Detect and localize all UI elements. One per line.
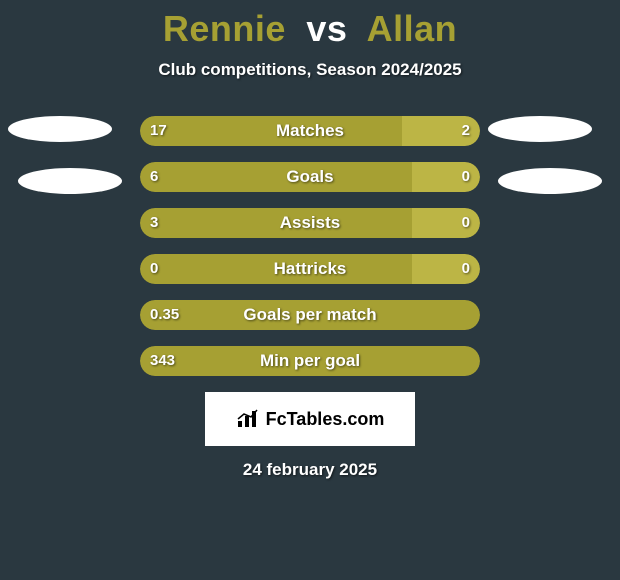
stat-bar-track: 0.35Goals per match	[140, 300, 480, 330]
stat-bar-full	[140, 346, 480, 376]
stat-bar-right	[402, 116, 480, 146]
stat-bar-left	[140, 116, 402, 146]
stat-row: 0.35Goals per match	[0, 300, 620, 330]
stat-row: 60Goals	[0, 162, 620, 192]
player2-name: Allan	[367, 8, 458, 49]
stat-bar-left	[140, 208, 412, 238]
stat-bar-track: 60Goals	[140, 162, 480, 192]
stat-row: 172Matches	[0, 116, 620, 146]
logo-text: FcTables.com	[266, 409, 385, 430]
stat-bar-right	[412, 162, 480, 192]
player1-name: Rennie	[163, 8, 286, 49]
subtitle: Club competitions, Season 2024/2025	[0, 60, 620, 80]
stat-bar-left	[140, 254, 412, 284]
stat-bar-track: 343Min per goal	[140, 346, 480, 376]
logo-box: FcTables.com	[205, 392, 415, 446]
stat-row: 00Hattricks	[0, 254, 620, 284]
stats-area: 172Matches 60Goals 30Assists 00Hattricks 0.3…	[0, 116, 620, 376]
chart-icon	[236, 409, 260, 429]
vs-text: vs	[296, 8, 357, 49]
stat-bar-right	[412, 208, 480, 238]
stat-row: 30Assists	[0, 208, 620, 238]
stat-bar-track: 172Matches	[140, 116, 480, 146]
title-row: Rennie vs Allan	[0, 0, 620, 50]
stat-row: 343Min per goal	[0, 346, 620, 376]
stat-bar-right	[412, 254, 480, 284]
stat-bar-full	[140, 300, 480, 330]
stat-bar-track: 30Assists	[140, 208, 480, 238]
infographic-container: Rennie vs Allan Club competitions, Seaso…	[0, 0, 620, 580]
stat-bar-track: 00Hattricks	[140, 254, 480, 284]
date: 24 february 2025	[0, 460, 620, 480]
stat-bar-left	[140, 162, 412, 192]
